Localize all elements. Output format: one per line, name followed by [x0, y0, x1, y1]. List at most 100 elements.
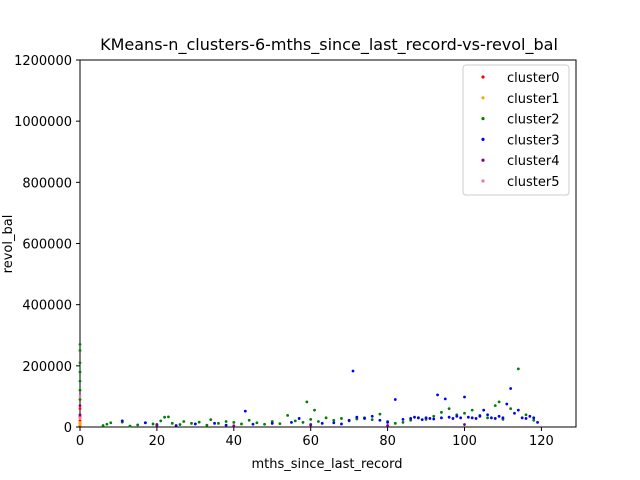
data-point-cluster3-23 — [393, 398, 397, 401]
data-point-cluster3-32 — [436, 393, 439, 397]
data-point-cluster4-1 — [78, 404, 82, 407]
data-point-cluster2-4 — [78, 379, 82, 383]
data-point-cluster4-4 — [309, 423, 313, 427]
legend-marker-cluster2 — [481, 117, 485, 121]
x-tick-label: 0 — [76, 434, 84, 449]
data-point-cluster2-37 — [305, 400, 309, 404]
data-point-cluster3-33 — [440, 416, 443, 420]
data-point-cluster2-38 — [309, 417, 313, 421]
data-point-cluster2-23 — [205, 423, 209, 427]
data-point-cluster3-36 — [451, 417, 455, 420]
data-point-cluster2-35 — [293, 419, 297, 423]
data-point-cluster2-21 — [190, 421, 193, 425]
data-point-cluster3-20 — [370, 414, 374, 418]
data-point-cluster3-27 — [416, 416, 420, 420]
y-tick-label: 800000 — [22, 176, 72, 191]
data-point-cluster2-31 — [263, 422, 266, 426]
data-point-cluster3-45 — [486, 413, 489, 417]
data-point-cluster3-17 — [351, 369, 355, 373]
data-point-cluster3-19 — [363, 417, 366, 420]
data-point-cluster2-69 — [532, 418, 536, 422]
data-point-cluster3-31 — [432, 417, 436, 421]
data-point-cluster4-2 — [155, 424, 159, 427]
data-point-cluster2-22 — [197, 420, 201, 424]
data-point-cluster2-30 — [255, 421, 259, 425]
data-point-cluster3-43 — [478, 414, 482, 418]
legend-marker-cluster5 — [481, 179, 485, 183]
data-point-cluster2-16 — [163, 415, 166, 419]
data-point-cluster2-1 — [78, 349, 82, 352]
data-point-cluster2-28 — [240, 422, 243, 426]
points-layer — [78, 343, 539, 428]
x-tick-label: 100 — [452, 434, 477, 449]
data-point-cluster3-21 — [378, 418, 382, 422]
data-point-cluster5-0 — [78, 395, 82, 398]
legend-marker-cluster3 — [481, 137, 485, 141]
data-point-cluster3-42 — [474, 417, 478, 420]
data-point-cluster2-29 — [247, 418, 251, 422]
data-point-cluster3-1 — [143, 421, 147, 425]
data-point-cluster4-6 — [463, 423, 466, 426]
data-point-cluster2-60 — [470, 408, 474, 412]
data-point-cluster2-56 — [440, 410, 443, 414]
data-point-cluster4-5 — [386, 424, 389, 427]
plot-area: 0 20 40 60 80 100 120 0 200000 400000 600000 80000… — [14, 54, 577, 449]
data-point-cluster2-47 — [370, 418, 374, 422]
legend-marker-cluster1 — [481, 96, 485, 100]
data-point-cluster2-11 — [128, 424, 132, 428]
chart-title: KMeans-n_clusters-6-mths_since_last_reco… — [100, 35, 558, 55]
data-point-cluster2-7 — [101, 424, 105, 427]
data-point-cluster2-67 — [516, 367, 520, 371]
data-point-cluster2-41 — [324, 416, 328, 420]
data-point-cluster3-47 — [493, 417, 497, 420]
data-point-cluster2-14 — [151, 422, 155, 426]
data-point-cluster2-17 — [167, 415, 170, 419]
legend-box — [462, 64, 570, 196]
data-point-cluster2-33 — [278, 422, 282, 426]
legend-label-cluster1: cluster1 — [507, 92, 559, 107]
data-point-cluster2-64 — [497, 400, 501, 404]
data-point-cluster3-10 — [290, 421, 293, 424]
data-point-cluster3-56 — [528, 414, 532, 418]
data-point-cluster3-6 — [224, 423, 228, 427]
data-point-cluster2-68 — [524, 413, 528, 417]
y-tick-label: 400000 — [22, 299, 72, 314]
data-point-cluster2-12 — [136, 423, 140, 427]
x-tick-label: 80 — [379, 434, 396, 449]
legend-label-cluster0: cluster0 — [507, 71, 559, 86]
data-point-cluster3-7 — [243, 409, 247, 413]
data-point-cluster2-39 — [313, 408, 316, 412]
data-point-cluster2-50 — [393, 421, 397, 425]
y-tick-label: 1200000 — [14, 54, 72, 69]
data-point-cluster2-66 — [509, 407, 513, 411]
data-point-cluster2-8 — [105, 422, 109, 426]
y-axis: 0 200000 400000 600000 800000 1000000 1200000 — [14, 54, 80, 436]
data-point-cluster2-51 — [401, 421, 405, 424]
x-axis: 0 20 40 60 80 100 120 — [76, 427, 554, 449]
data-point-cluster2-43 — [340, 417, 343, 420]
data-point-cluster2-63 — [493, 404, 497, 407]
x-axis-title: mths_since_last_record — [251, 457, 402, 472]
data-point-cluster2-27 — [232, 421, 236, 424]
legend-label-cluster4: cluster4 — [507, 154, 559, 169]
data-point-cluster2-6 — [78, 398, 82, 401]
data-point-cluster2-55 — [432, 414, 436, 418]
data-point-cluster2-26 — [224, 420, 228, 423]
data-point-cluster3-49 — [501, 416, 505, 420]
data-point-cluster3-41 — [470, 416, 474, 420]
data-point-cluster3-13 — [320, 421, 324, 425]
data-point-cluster5-1 — [78, 416, 82, 420]
data-point-cluster3-5 — [213, 421, 216, 425]
data-point-cluster2-5 — [78, 388, 82, 392]
legend: cluster0 cluster1 cluster2 cluster3 cluster4… — [462, 64, 570, 196]
data-point-cluster3-50 — [505, 402, 509, 406]
data-point-cluster3-11 — [297, 417, 301, 420]
data-point-cluster3-57 — [532, 416, 536, 420]
legend-marker-cluster4 — [481, 158, 485, 162]
data-point-cluster2-59 — [463, 411, 466, 415]
data-point-cluster0-4 — [78, 407, 82, 411]
data-point-cluster3-55 — [524, 417, 528, 420]
legend-label-cluster2: cluster2 — [507, 113, 559, 128]
